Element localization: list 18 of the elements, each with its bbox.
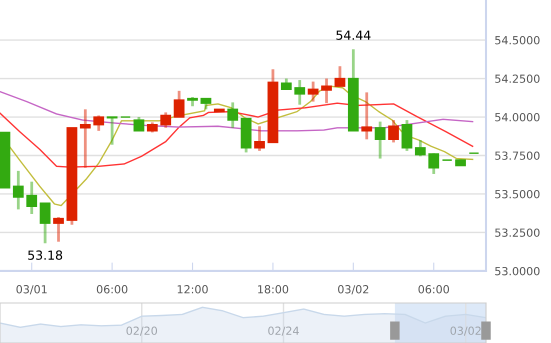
y-tick-label: 53.2500	[495, 228, 540, 237]
x-tick-label: 03/02	[450, 326, 481, 336]
x-tick-label: 03/02	[338, 285, 368, 294]
y-tick-label: 53.7500	[495, 151, 540, 160]
x-tick-label: 12:00	[178, 285, 208, 294]
x-tick-label: 02/24	[268, 326, 299, 336]
y-tick-label: 54.5000	[495, 36, 540, 44]
x-tick-label: 06:00	[96, 285, 128, 294]
x-tick-label: 03/01	[16, 285, 47, 294]
annotation: 54.44	[336, 30, 371, 40]
y-tick-label: 53.0000	[495, 266, 540, 276]
annotation: 53.18	[28, 250, 62, 260]
x-tick-label: 02/20	[126, 326, 158, 336]
y-tick-label: 54.0000	[495, 112, 540, 122]
y-tick-label: 53.5000	[495, 190, 540, 198]
x-tick-label: 18:00	[258, 285, 288, 294]
x-tick-label: 06:00	[418, 285, 450, 294]
y-tick-label: 54.2500	[495, 74, 540, 83]
